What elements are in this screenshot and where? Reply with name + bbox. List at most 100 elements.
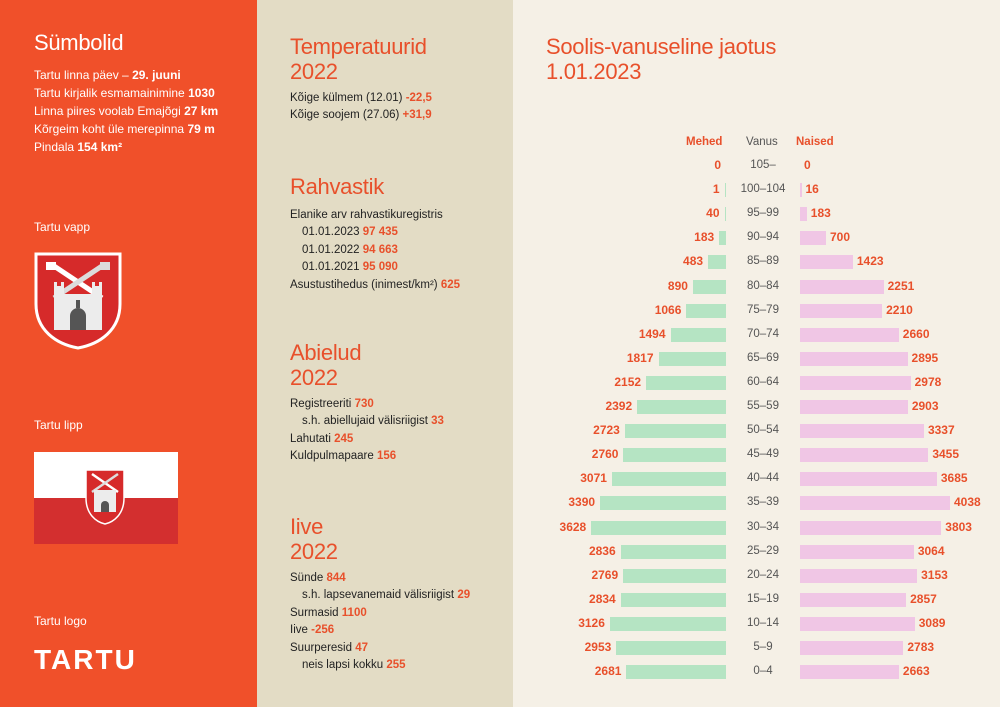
temperatures-year: 2022: [290, 59, 338, 84]
men-bar: [616, 641, 726, 655]
men-bar: [724, 183, 726, 197]
women-value-label: 2663: [902, 664, 930, 678]
women-value-label: 4038: [954, 495, 981, 509]
marriages-title: Abielud: [290, 340, 362, 365]
men-bar: [611, 472, 726, 486]
women-value-label: 1423: [856, 254, 884, 268]
women-value-label: 2903: [911, 399, 939, 413]
stat-label: Lahutati: [290, 432, 331, 445]
logo-label: Tartu logo: [34, 614, 87, 628]
age-tick-label: 85–89: [747, 255, 779, 267]
age-tick-label: 15–19: [747, 593, 779, 605]
women-bar: [800, 472, 937, 486]
stat-row: Suurperesid 47: [290, 640, 470, 657]
stat-row: s.h. lapsevanemaid välisriigist 29: [290, 587, 470, 604]
women-header: Naised: [796, 136, 834, 148]
men-value-label: 1: [712, 182, 720, 196]
men-header: Mehed: [686, 136, 723, 148]
age-tick-label: 30–34: [747, 521, 779, 533]
women-bar: [800, 304, 883, 318]
age-tick-label: 95–99: [747, 207, 779, 219]
stat-label: Surmasid: [290, 606, 339, 619]
age-tick-label: 75–79: [747, 304, 779, 316]
women-value-label: 3064: [917, 544, 945, 558]
age-tick-label: 100–104: [740, 183, 786, 195]
women-bar: [800, 255, 853, 269]
men-value-label: 2392: [605, 399, 633, 413]
women-bar: [800, 400, 908, 414]
pyramid-row: 890 80–84 2251: [513, 278, 1000, 296]
age-tick-label: 40–44: [747, 472, 779, 484]
stat-value: 29: [457, 589, 471, 602]
symbols-title: Sümbolid: [34, 30, 124, 55]
men-value-label: 1066: [654, 303, 682, 317]
men-value-label: 0: [714, 158, 721, 172]
women-value-label: 2251: [887, 279, 915, 293]
fact-value: 1030: [188, 86, 215, 100]
fact-row: Pindala 154 km²: [34, 138, 257, 156]
stat-label: 01.01.2021: [302, 261, 360, 274]
women-value-label: 2895: [911, 351, 939, 365]
statistics-column: Temperatuurid 2022 Kõige külmem (12.01) …: [257, 0, 513, 707]
men-value-label: 183: [694, 230, 715, 244]
stat-row: Kuldpulmapaare 156: [290, 448, 444, 465]
pyramid-row: 1 100–104 16: [513, 181, 1000, 199]
pyramid-row: 2834 15–19 2857: [513, 591, 1000, 609]
men-value-label: 2834: [589, 592, 616, 606]
stat-row: Registreeriti 730: [290, 396, 444, 413]
men-value-label: 2152: [614, 375, 642, 389]
men-bar: [646, 376, 726, 390]
fact-row: Tartu kirjalik esmamainimine 1030: [34, 84, 257, 102]
stat-label: Kuldpulmapaare: [290, 450, 374, 463]
women-value-label: 2978: [914, 375, 942, 389]
women-value-label: 2210: [886, 303, 913, 317]
flag-icon: [34, 452, 178, 544]
pyramid-row: 2760 45–49 3455: [513, 446, 1000, 464]
pyramid-row: 40 95–99 183: [513, 205, 1000, 223]
population-title: Rahvastik: [290, 174, 384, 199]
pyramid-row: 2152 60–64 2978: [513, 374, 1000, 392]
stat-value: 156: [376, 450, 397, 463]
women-value-label: 700: [830, 230, 851, 244]
pyramid-row: 3071 40–44 3685: [513, 470, 1000, 488]
men-value-label: 3126: [578, 616, 605, 630]
men-bar: [708, 255, 726, 269]
women-bar: [800, 424, 924, 438]
fact-value: 27 km: [184, 104, 219, 118]
fact-label: Linna piires voolab Emajõgi: [34, 104, 181, 118]
stat-value: 33: [431, 415, 444, 428]
age-tick-label: 10–14: [747, 617, 779, 629]
women-bar: [800, 521, 942, 535]
age-tick-label: 25–29: [747, 545, 779, 557]
flag-label: Tartu lipp: [34, 418, 83, 432]
pyramid-row: 2392 55–59 2903: [513, 398, 1000, 416]
men-bar: [620, 593, 726, 607]
stat-label: neis lapsi kokku: [302, 659, 384, 672]
stat-row: Kõige külmem (12.01) -22,5: [290, 90, 432, 107]
men-value-label: 3628: [559, 520, 587, 534]
men-value-label: 890: [667, 279, 688, 293]
age-header: Vanus: [746, 136, 778, 148]
women-bar: [800, 569, 918, 583]
men-value-label: 483: [683, 254, 704, 268]
stat-value: 1100: [341, 606, 367, 619]
fact-row: Kõrgeim koht üle merepinna 79 m: [34, 120, 257, 138]
women-bar: [800, 448, 929, 462]
men-value-label: 2723: [593, 423, 620, 437]
pyramid-row: 1494 70–74 2660: [513, 326, 1000, 344]
women-bar: [800, 376, 911, 390]
marriages-section: Abielud 2022 Registreeriti 730 s.h. abiel…: [290, 340, 444, 466]
stat-value: -256: [311, 624, 335, 637]
men-bar: [623, 569, 726, 583]
stat-value: +31,9: [402, 109, 432, 122]
stat-row: Kõige soojem (27.06) +31,9: [290, 107, 432, 124]
stat-row: 01.01.2021 95 090: [290, 259, 460, 276]
stat-value: 844: [326, 572, 346, 584]
population-pyramid: Soolis-vanuseline jaotus 1.01.2023 Mehed…: [513, 0, 1000, 707]
women-value-label: 3803: [945, 520, 972, 534]
fact-label: Pindala: [34, 140, 75, 154]
age-tick-label: 0–4: [753, 665, 773, 677]
stat-label: Registreeriti: [290, 398, 352, 410]
population-section: Rahvastik Elanike arv rahvastikuregistri…: [290, 174, 460, 294]
